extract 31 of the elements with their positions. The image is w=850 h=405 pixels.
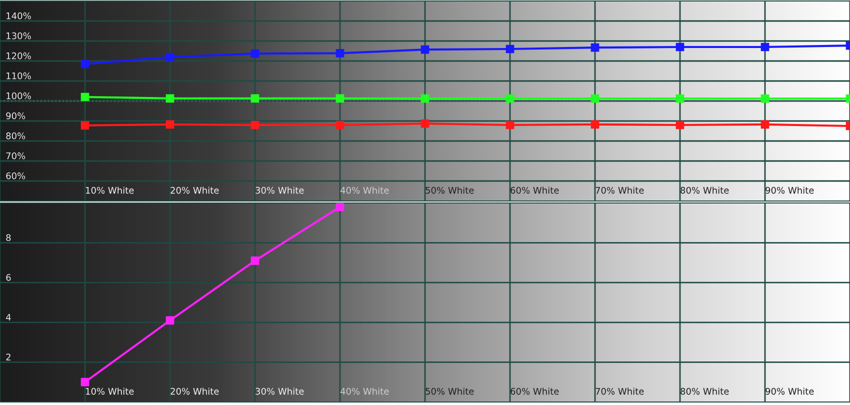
y-tick-label: 80% (6, 132, 26, 140)
x-tick-label: 60% White (510, 388, 559, 395)
x-tick-label: 30% White (256, 388, 304, 395)
y-tick-label: 2 (6, 354, 10, 360)
x-tick-label: 50% White (426, 388, 474, 395)
x-tick-label: 90% White (766, 388, 814, 395)
x-tick-label: 20% White (170, 186, 219, 194)
y-tick-label: 110% (6, 72, 31, 80)
x-tick-label: 80% White (680, 186, 729, 194)
x-tick-label: 40% White (340, 186, 389, 194)
y-tick-label: 70% (6, 152, 26, 160)
x-tick-label: 70% White (596, 388, 644, 395)
x-tick-label: 80% White (680, 388, 729, 395)
y-tick-label: 100% (6, 92, 31, 100)
x-tick-label: 60% White (510, 186, 559, 194)
y-tick-label: 8 (6, 234, 11, 242)
x-tick-label: 90% White (766, 186, 814, 194)
x-tick-label: 50% White (426, 186, 474, 194)
x-tick-label: 20% White (170, 388, 219, 395)
y-tick-label: 6 (6, 274, 11, 281)
x-tick-label: 40% White (340, 388, 389, 395)
x-tick-label: 10% White (86, 186, 134, 194)
x-tick-label: 10% White (86, 388, 134, 395)
x-tick-label: 70% White (596, 186, 644, 194)
y-tick-label: 120% (6, 52, 31, 60)
y-tick-label: 130% (6, 32, 31, 40)
y-tick-label: 60% (6, 172, 26, 180)
y-tick-label: 140% (6, 12, 31, 20)
y-tick-label: 90% (6, 112, 26, 120)
y-tick-label: 4 (6, 314, 11, 321)
x-tick-label: 30% White (256, 186, 304, 194)
